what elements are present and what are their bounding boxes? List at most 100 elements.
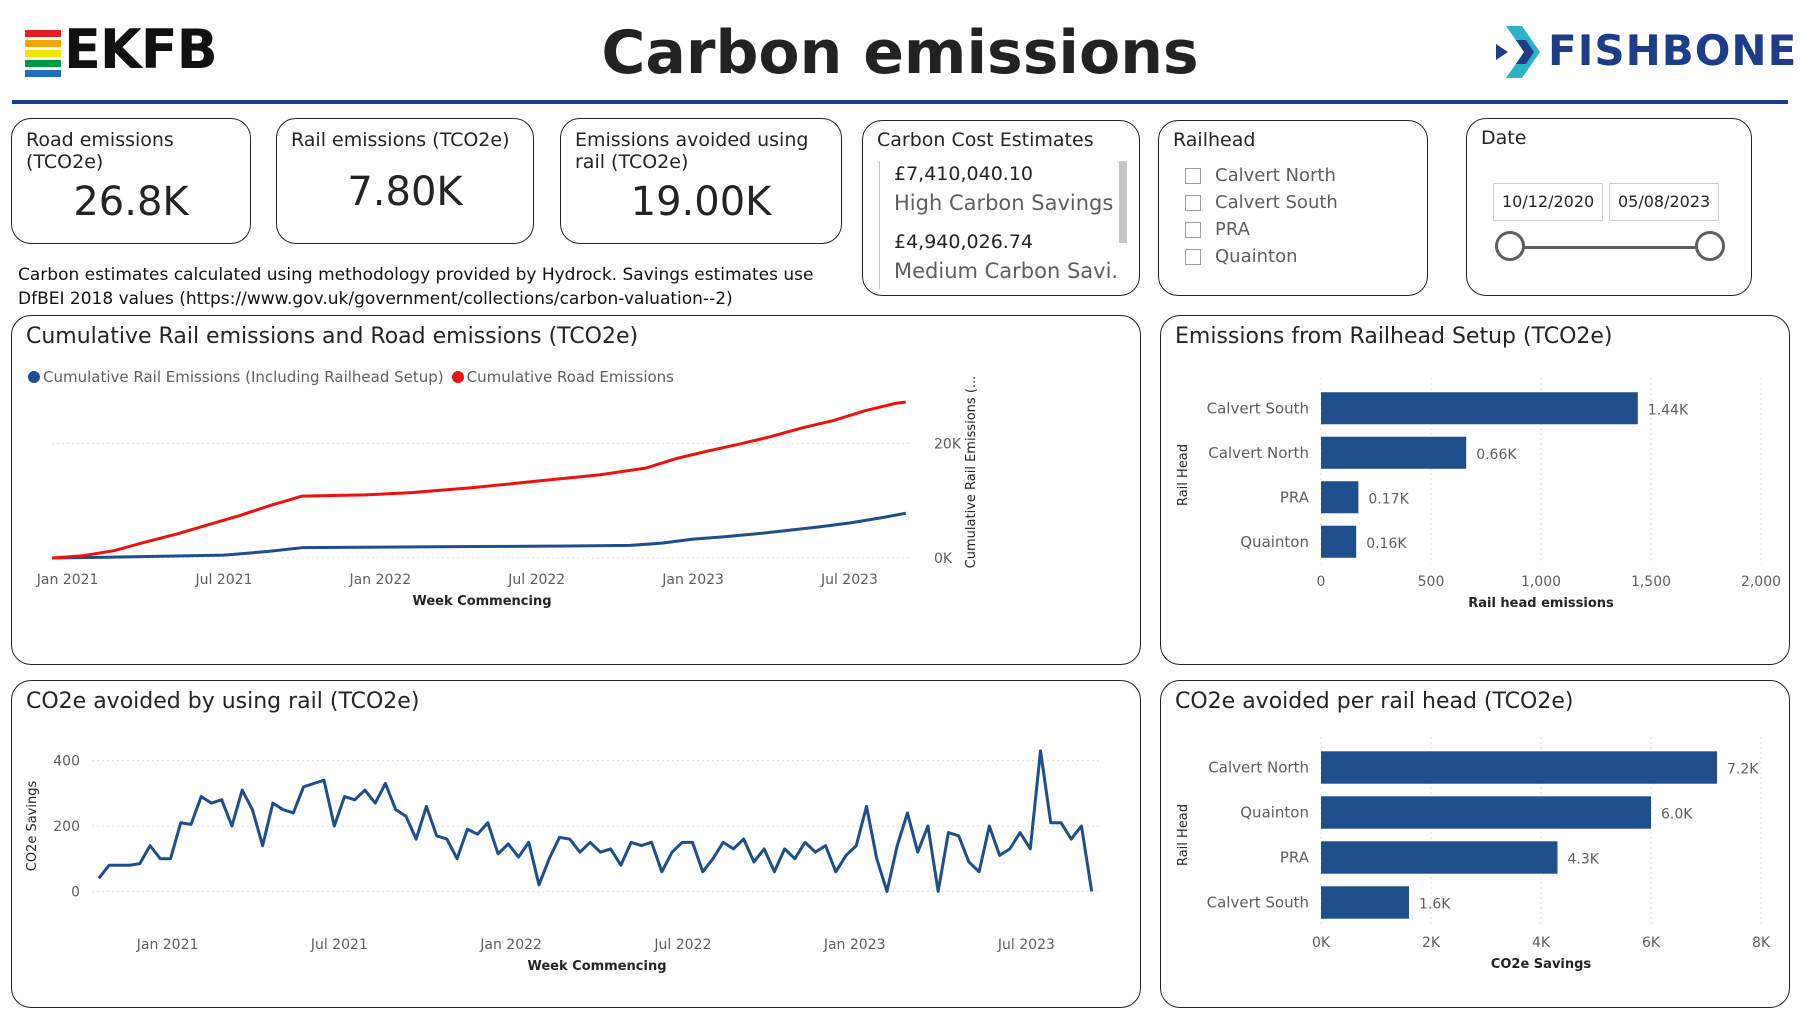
x-tick-label: 0 <box>1317 574 1326 590</box>
x-tick-label: Jul 2022 <box>507 572 565 588</box>
bar <box>1321 436 1467 469</box>
setup-chart: 0 500 1,000 1,500 2,000 Rail head emissions Ra… <box>1176 378 1781 611</box>
category-label: PRA <box>1280 849 1310 867</box>
x-tick-label: 4K <box>1532 935 1551 951</box>
ekfb-logo-stripes <box>25 30 61 80</box>
y-tick-label: 20K <box>934 436 962 452</box>
y-tick-label: 400 <box>53 754 80 770</box>
date-slider-start-handle[interactable] <box>1495 231 1525 261</box>
x-tick-label: Jan 2021 <box>136 937 199 953</box>
railhead-slicer: Railhead Calvert North Calvert South PRA… <box>1158 120 1428 296</box>
x-tick-label: 500 <box>1418 574 1445 590</box>
road-emissions-line <box>51 400 906 560</box>
avoided-per-railhead-title: CO2e avoided per rail head (TCO2e) <box>1175 689 1574 714</box>
ekfb-logo: EKFB <box>64 18 218 81</box>
kpi-avoided-label: Emissions avoided using rail (TCO2e) <box>575 129 809 173</box>
date-slicer: Date 10/12/2020 05/08/2023 <box>1466 118 1752 296</box>
x-axis-title: Week Commencing <box>412 594 551 609</box>
date-slicer-title: Date <box>1481 127 1527 149</box>
cumulative-chart-card: Cumulative Rail emissions and Road emiss… <box>11 315 1141 665</box>
date-start-input[interactable]: 10/12/2020 <box>1493 183 1604 221</box>
kpi-rail-value: 7.80K <box>347 169 463 215</box>
y-axis-title: Rail Head <box>1176 444 1191 506</box>
cumulative-chart: 0K 20K Jan 2021 Jul 2021 Jan 2022 Jul 2022 Jan… <box>36 376 979 609</box>
railhead-option-label: Calvert South <box>1215 192 1338 213</box>
checkbox[interactable] <box>1185 248 1201 265</box>
kpi-emissions-avoided: Emissions avoided using rail (TCO2e) 19.… <box>560 118 842 244</box>
x-tick-label: 2,000 <box>1741 574 1781 590</box>
co2e-savings-line <box>97 749 1094 893</box>
category-label: Quainton <box>1240 804 1309 822</box>
data-label: 0.66K <box>1476 447 1517 463</box>
carbon-cost-title: Carbon Cost Estimates <box>877 129 1094 151</box>
x-tick-label: Jan 2022 <box>479 937 542 953</box>
bar <box>1321 796 1651 829</box>
x-tick-label: 1,500 <box>1631 574 1671 590</box>
railhead-option-quainton[interactable]: Quainton <box>1185 246 1298 267</box>
data-label: 0.17K <box>1368 491 1409 507</box>
x-tick-label: 0K <box>1312 935 1331 951</box>
data-label: 1.44K <box>1648 402 1689 418</box>
page-title: Carbon emissions <box>601 18 1199 88</box>
x-tick-label: Jul 2022 <box>653 937 711 953</box>
railhead-slicer-title: Railhead <box>1173 129 1256 151</box>
railhead-option-label: Quainton <box>1215 246 1298 267</box>
bar <box>1321 886 1409 919</box>
data-label: 6.0K <box>1661 807 1693 823</box>
category-label: Quainton <box>1240 533 1309 551</box>
x-tick-label: Jan 2022 <box>349 572 412 588</box>
date-slider-end-handle[interactable] <box>1695 231 1725 261</box>
rail-emissions-line <box>51 511 907 560</box>
avoided-per-railhead-chart: 0K 2K 4K 6K 8K CO2e Savings Rail Head Calvert N… <box>1176 737 1771 972</box>
x-axis-title: CO2e Savings <box>1491 957 1592 972</box>
checkbox[interactable] <box>1185 167 1201 184</box>
category-label: Calvert South <box>1207 399 1309 417</box>
x-tick-label: Jul 2023 <box>997 937 1055 953</box>
x-tick-label: Jan 2021 <box>36 572 99 588</box>
cumulative-legend: Cumulative Rail Emissions (Including Rai… <box>28 368 674 386</box>
legend-label-rail: Cumulative Rail Emissions (Including Rai… <box>43 368 444 386</box>
cost-list[interactable]: £7,410,040.10 High Carbon Savings £4,940… <box>879 161 1116 289</box>
cumulative-chart-title: Cumulative Rail emissions and Road emiss… <box>26 324 639 349</box>
kpi-road-emissions: Road emissions (TCO2e) 26.8K <box>11 118 251 244</box>
y-axis-title: CO2e Savings <box>25 781 40 872</box>
x-tick-label: 8K <box>1752 935 1771 951</box>
legend-dot-rail <box>28 371 40 383</box>
cost-list-scrollbar[interactable] <box>1119 161 1127 243</box>
x-tick-label: Jul 2021 <box>310 937 368 953</box>
cost-medium-label: Medium Carbon Savi... <box>894 259 1116 283</box>
bar <box>1321 841 1558 874</box>
date-slider-track[interactable] <box>1507 246 1707 249</box>
y-tick-label: 0K <box>934 551 953 567</box>
y-axis-title: Cumulative Rail Emissions (... <box>964 376 979 569</box>
railhead-option-calvert-north[interactable]: Calvert North <box>1185 165 1336 186</box>
checkbox[interactable] <box>1185 194 1201 211</box>
checkbox[interactable] <box>1185 221 1201 238</box>
x-tick-label: Jan 2023 <box>661 572 724 588</box>
kpi-avoided-value: 19.00K <box>630 179 772 225</box>
kpi-road-label: Road emissions (TCO2e) <box>26 129 174 173</box>
y-axis-title: Rail Head <box>1176 804 1191 866</box>
setup-chart-title: Emissions from Railhead Setup (TCO2e) <box>1175 324 1613 349</box>
data-label: 7.2K <box>1727 762 1759 778</box>
category-label: Calvert North <box>1208 444 1309 462</box>
cost-medium-value: £4,940,026.74 <box>894 231 1034 253</box>
bar <box>1321 392 1638 425</box>
x-tick-label: Jul 2021 <box>195 572 253 588</box>
fishbone-logo: FISHBONE <box>1548 26 1798 75</box>
date-end-input[interactable]: 05/08/2023 <box>1609 183 1720 221</box>
y-tick-label: 0 <box>71 884 80 900</box>
data-label: 0.16K <box>1366 536 1407 552</box>
x-axis-title: Week Commencing <box>527 959 666 974</box>
carbon-cost-card: Carbon Cost Estimates £7,410,040.10 High… <box>862 120 1140 296</box>
bar <box>1321 481 1359 514</box>
avoided-per-railhead-card: CO2e avoided per rail head (TCO2e) 0K 2K 4… <box>1160 680 1790 1008</box>
railhead-option-label: PRA <box>1215 219 1250 240</box>
railhead-option-calvert-south[interactable]: Calvert South <box>1185 192 1338 213</box>
data-label: 1.6K <box>1419 897 1451 913</box>
legend-dot-road <box>451 371 464 383</box>
bar <box>1321 525 1357 558</box>
railhead-option-pra[interactable]: PRA <box>1185 219 1250 240</box>
x-axis-title: Rail head emissions <box>1468 596 1614 611</box>
fishbone-chevron-icon <box>1496 26 1540 78</box>
